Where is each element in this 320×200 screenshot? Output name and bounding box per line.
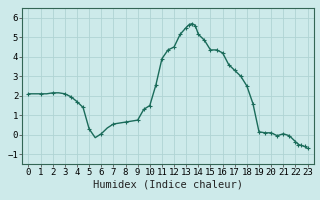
X-axis label: Humidex (Indice chaleur): Humidex (Indice chaleur) (93, 180, 243, 190)
